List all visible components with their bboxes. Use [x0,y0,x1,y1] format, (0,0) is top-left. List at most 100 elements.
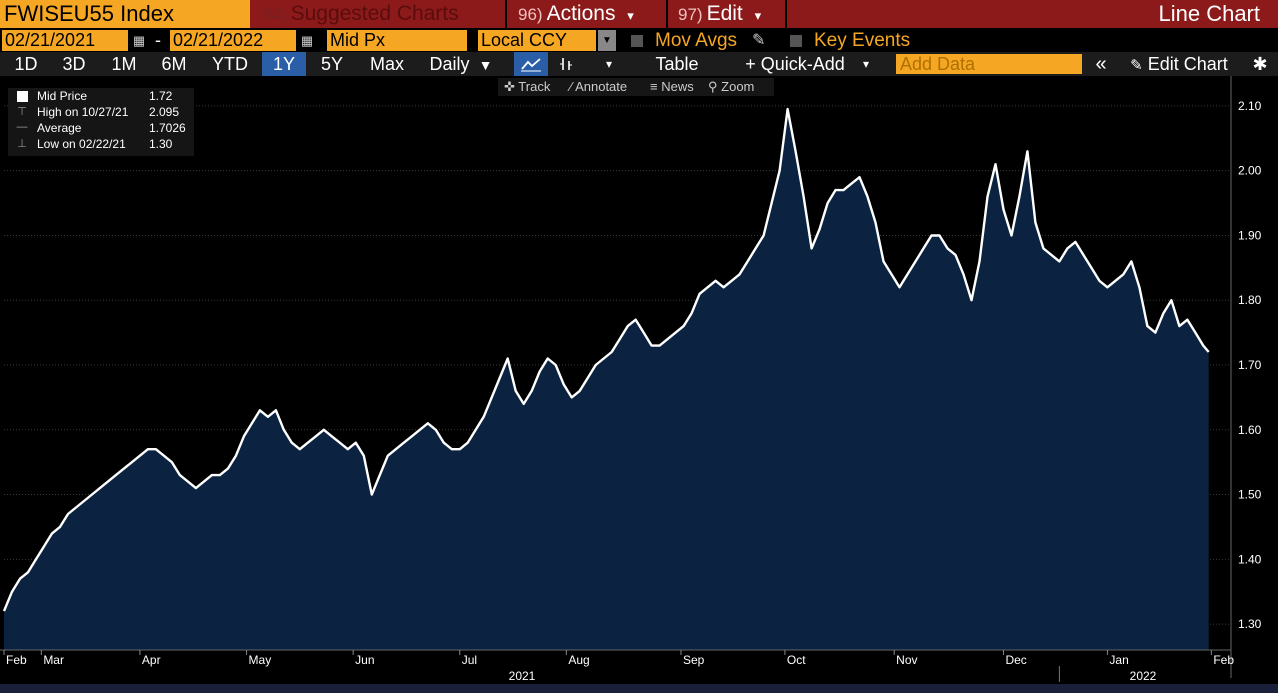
date-range-dash: - [155,30,161,50]
chart-tools: ✜ Track ∕ Annotate ≡ News ⚲ Zoom [498,78,774,96]
x-tick-label: Jan [1109,653,1128,667]
track-tool[interactable]: ✜ Track [504,78,550,96]
calendar-icon[interactable]: ▦ [132,33,146,48]
y-tick-label: 1.50 [1238,488,1262,502]
legend-row: Mid Price 1.72 [8,89,194,104]
quick-add-button[interactable]: + Quick-Add [745,54,845,74]
end-date-field[interactable]: 02/21/2022 [170,30,296,51]
high-marker-icon: ⊤ [17,106,27,118]
legend-row: High on 10/27/21 2.095 [8,105,194,120]
line-chart-icon[interactable] [514,52,548,76]
collapse-icon[interactable]: « [1095,53,1107,75]
zoom-label: Zoom [721,79,755,94]
line-draw-icon: ∕ [570,79,573,94]
chevron-down-icon[interactable]: ▾ [605,57,613,71]
suggested-charts-menu[interactable]: 94) Suggested Charts [262,0,459,28]
suggested-charts-label: Suggested Charts [290,2,459,25]
table-button[interactable]: Table [655,54,699,74]
x-tick-label: Dec [1005,653,1026,667]
add-data-input[interactable] [896,54,1082,74]
zoom-tool[interactable]: ⚲ Zoom [708,78,754,96]
price-line[interactable] [2,107,1210,612]
range-3d-button[interactable]: 3D [62,54,86,74]
annotate-label: Annotate [575,79,628,94]
bar-style-icon[interactable] [552,52,580,76]
range-1m-button[interactable]: 1M [111,54,137,74]
chevron-down-icon[interactable]: ▾ [862,57,870,71]
x-tick-label: Sep [683,653,705,667]
crosshair-icon: ✜ [504,79,515,94]
range-max-button[interactable]: Max [369,54,404,74]
range-1y-button[interactable]: 1Y [262,52,306,76]
y-tick-label: 1.90 [1238,228,1262,242]
news-tool[interactable]: ≡ News [650,78,694,96]
average-marker-icon: — [16,121,28,133]
calendar-icon[interactable]: ▦ [300,33,314,48]
gear-icon[interactable]: ✱ [1252,54,1268,74]
year-label: 2022 [1130,669,1157,683]
range-1d-button[interactable]: 1D [14,54,38,74]
key-events-label: Key Events [814,30,911,51]
x-tick-label: Jun [355,653,374,667]
edit-chart-label: Edit Chart [1147,54,1228,74]
y-tick-label: 1.30 [1238,617,1262,631]
legend-row: Low on 02/22/21 1.30 [8,137,194,152]
y-tick-label: 1.60 [1238,423,1262,437]
range-6m-button[interactable]: 6M [161,54,187,74]
legend-value: 1.7026 [149,121,186,135]
y-tick-label: 2.10 [1238,99,1262,113]
currency-select[interactable]: Local CCY [478,30,596,51]
legend-label: Average [37,121,82,135]
x-tick-label: Aug [568,653,589,667]
caret-down-icon: ▼ [478,57,493,73]
mov-avgs-checkbox[interactable] [631,35,643,47]
range-ytd-button[interactable]: YTD [212,54,248,74]
price-area-fill [4,109,1209,651]
ticker-field[interactable]: FWISEU55 Index [0,0,250,28]
edit-label: Edit [706,2,743,25]
chevron-down-icon[interactable]: ▼ [598,30,616,51]
field-select[interactable]: Mid Px [327,30,467,51]
x-tick-label: Mar [43,653,64,667]
pencil-icon: ✎ [1130,57,1143,74]
legend-label: Mid Price [37,89,88,103]
chevron-down-icon: ▾ [754,8,762,23]
x-tick-label: Jul [462,653,477,667]
track-label: Track [518,79,551,94]
chart-legend: Mid Price 1.72 ⊤ High on 10/27/21 2.095 … [8,88,194,156]
edit-menu[interactable]: 97) Edit ▾ [678,0,761,28]
divider [785,0,787,28]
legend-label: Low on 02/22/21 [37,137,126,151]
start-date-field[interactable]: 02/21/2021 [2,30,128,51]
period-select[interactable]: Daily ▼ [420,52,502,76]
legend-value: 2.095 [149,105,180,119]
y-tick-label: 2.00 [1238,164,1262,178]
y-tick-label: 1.70 [1238,358,1262,372]
x-tick-label: May [249,653,272,667]
price-chart[interactable]: 1.30 1.40 1.50 1.60 1.70 1.80 1.90 2.00 2.10 Feb M… [0,76,1278,684]
year-label: 2021 [509,669,536,683]
menu-number: 97) [678,5,703,24]
x-tick-label: Apr [142,653,161,667]
legend-swatch[interactable] [11,89,33,104]
view-title: Line Chart [1158,1,1260,26]
range-5y-button[interactable]: 5Y [320,54,344,74]
legend-value: 1.30 [149,137,173,151]
news-label: News [661,79,694,94]
annotate-tool[interactable]: ∕ Annotate [570,78,627,96]
x-tick-label: Feb [6,653,27,667]
legend-value: 1.72 [149,89,173,103]
y-tick-label: 1.80 [1238,293,1262,307]
chevron-down-icon: ▾ [627,8,634,23]
y-tick-label: 1.40 [1238,552,1262,566]
magnifier-icon: ⚲ [708,79,718,94]
x-tick-label: Oct [787,653,806,667]
pencil-icon[interactable]: ✎ [752,32,766,49]
edit-chart-button[interactable]: ✎ Edit Chart [1118,52,1240,76]
legend-row: Average 1.7026 [8,121,194,136]
actions-menu[interactable]: 96) Actions ▾ [518,0,634,28]
low-marker-icon: ⊥ [17,138,27,150]
key-events-checkbox[interactable] [790,35,802,47]
status-strip [0,684,1278,693]
divider [666,0,668,28]
